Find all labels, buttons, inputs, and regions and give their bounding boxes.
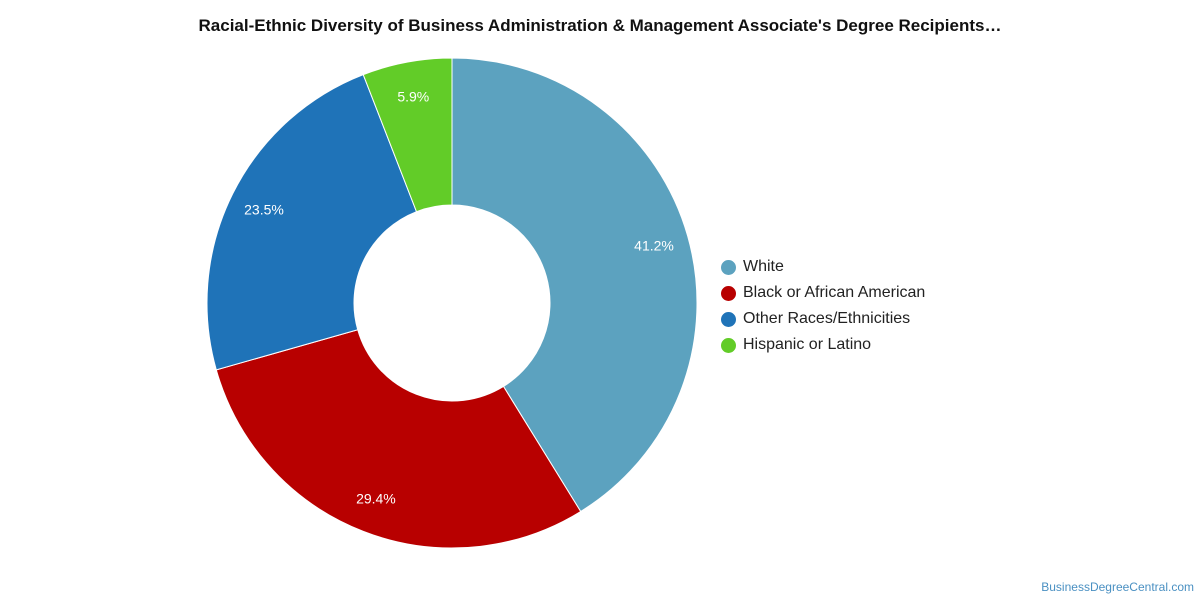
legend-item[interactable]: Black or African American (721, 280, 925, 306)
legend-item[interactable]: Hispanic or Latino (721, 332, 925, 358)
legend-label: White (743, 258, 784, 275)
legend: White Black or African American Other Race… (721, 254, 925, 358)
legend-swatch (721, 285, 736, 301)
slice-other-races-ethnicities[interactable] (206, 73, 418, 371)
slice-black-or-african-american[interactable] (215, 329, 582, 549)
legend-swatch (721, 337, 736, 353)
slice-hispanic-or-latino[interactable] (362, 57, 453, 213)
slice-label: 23.5% (244, 201, 284, 217)
slice-label: 5.9% (397, 89, 429, 105)
chart-title: Racial-Ethnic Diversity of Business Admi… (198, 16, 1002, 35)
legend-label: Hispanic or Latino (743, 336, 872, 353)
source-watermark[interactable]: BusinessDegreeCentral.com (1041, 580, 1194, 594)
legend-item[interactable]: White (721, 254, 925, 280)
legend-swatch (721, 311, 736, 327)
slice-label: 29.4% (356, 491, 396, 507)
slice-label: 41.2% (634, 238, 674, 254)
legend-label: Other Races/Ethnicities (743, 310, 911, 327)
slice-white[interactable] (451, 57, 698, 513)
legend-swatch (721, 259, 736, 275)
legend-label: Black or African American (743, 284, 926, 301)
legend-item[interactable]: Other Races/Ethnicities (721, 306, 925, 332)
